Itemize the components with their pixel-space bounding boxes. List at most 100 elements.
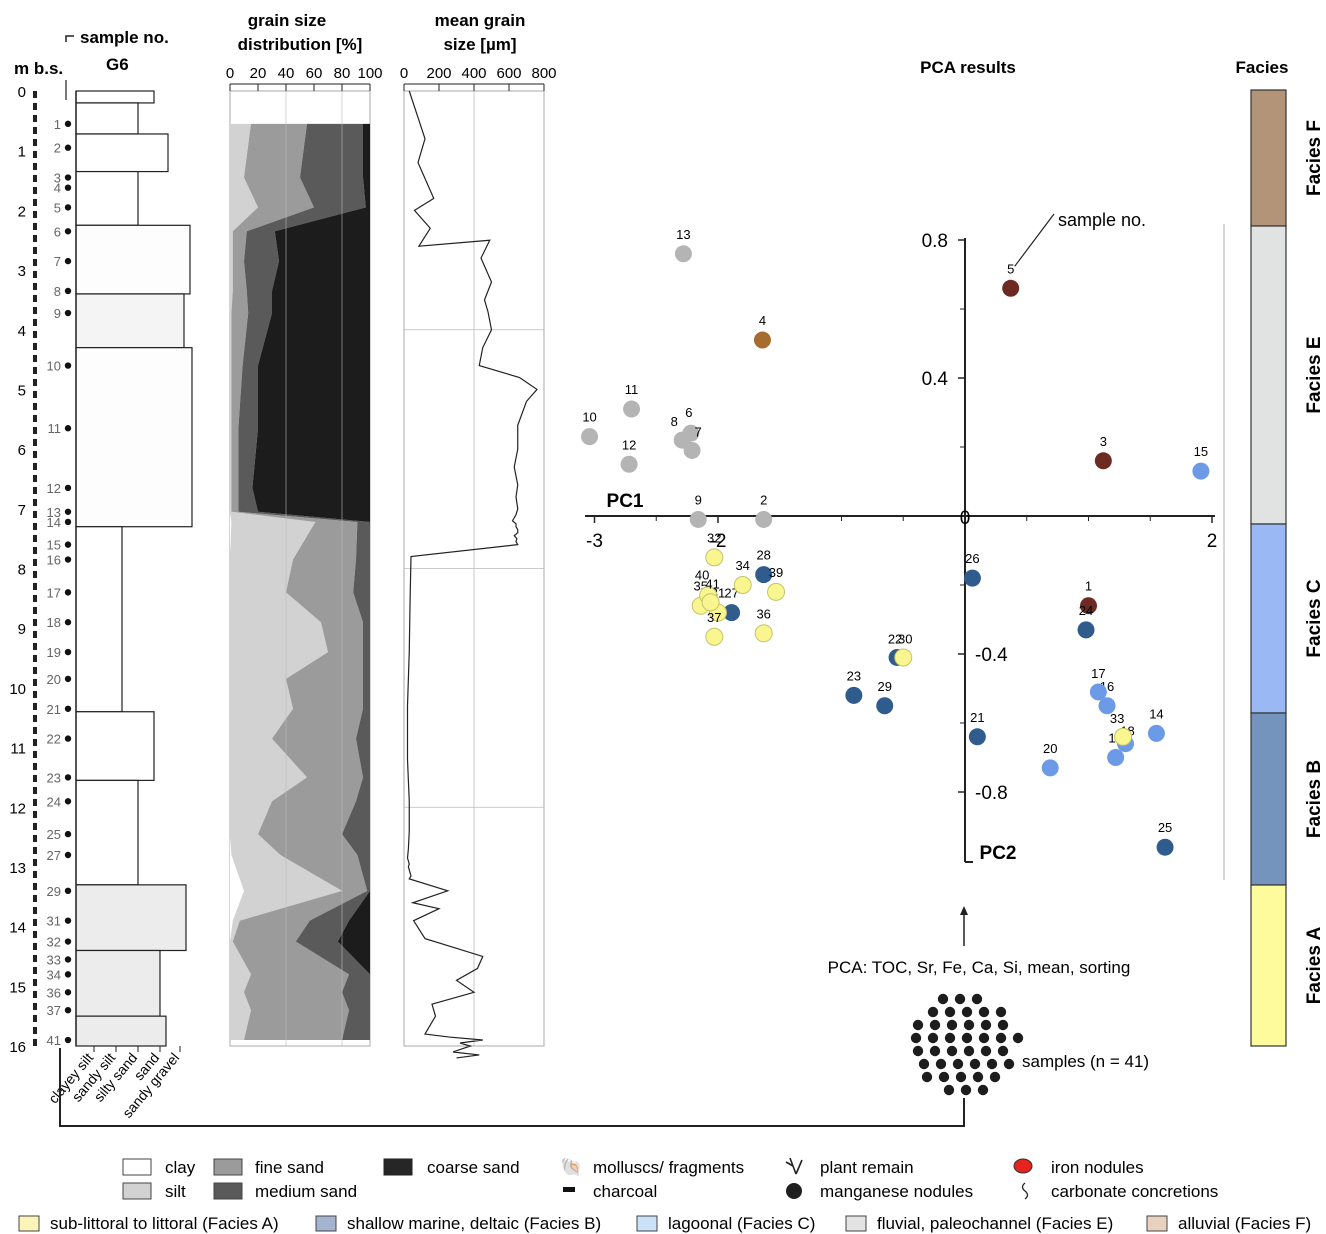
sample-cloud-dot-39 xyxy=(943,1084,955,1096)
mgs-tick-400: 400 xyxy=(461,65,486,82)
sample-cloud-dot-28 xyxy=(918,1058,930,1070)
sample-dot-7 xyxy=(64,257,72,265)
mean-grain-size-panel: mean grain size [µm] 0 200 400 600 800 xyxy=(400,11,557,1059)
sample-label-8: 8 xyxy=(54,284,61,299)
sample-dot-34 xyxy=(64,971,72,978)
legend-label-medium-sand: medium sand xyxy=(255,1182,357,1201)
sample-header: sample no. xyxy=(80,28,169,47)
pca-point-label-21: 21 xyxy=(970,710,984,725)
pca-point-label-32: 32 xyxy=(707,530,721,545)
pc2-tick--0.8: -0.8 xyxy=(975,783,1008,804)
pca-point-label-33: 33 xyxy=(1110,711,1124,726)
sample-dot-32 xyxy=(64,938,72,945)
pca-point-23 xyxy=(845,686,863,704)
manganese-nodule-icon xyxy=(786,1183,802,1199)
depth-tick-2: 2 xyxy=(18,203,26,220)
mgs-tick-600: 600 xyxy=(496,65,521,82)
sample-label-19: 19 xyxy=(47,645,61,660)
pca-variables-text: PCA: TOC, Sr, Fe, Ca, Si, mean, sorting xyxy=(828,958,1131,977)
pca-point-39 xyxy=(767,582,786,601)
legend-label-coarse-sand: coarse sand xyxy=(427,1158,520,1177)
pca-point-label-26: 26 xyxy=(965,551,979,566)
sample-header-bracket xyxy=(65,35,74,42)
annotation-leader xyxy=(1014,213,1055,267)
lithology-unit-7 xyxy=(75,347,193,528)
pca-point-12 xyxy=(620,455,638,473)
sample-label-18: 18 xyxy=(47,615,61,630)
sample-dot-24 xyxy=(64,798,72,805)
pca-point-1 xyxy=(1080,597,1097,615)
sample-dot-19 xyxy=(64,648,72,656)
mgs-title-line1: mean grain xyxy=(435,11,526,30)
sample-cloud-dot-30 xyxy=(952,1058,964,1070)
pca-point-label-24: 24 xyxy=(1079,603,1093,618)
sample-label-16: 16 xyxy=(47,553,61,568)
samples-count-text: samples (n = 41) xyxy=(1022,1052,1149,1071)
sample-cloud-dot-4 xyxy=(927,1006,939,1018)
pca-point-21 xyxy=(968,728,986,746)
sample-label-32: 32 xyxy=(47,935,61,950)
facies-label-C: Facies C xyxy=(1304,579,1325,657)
gsd-tick-80: 80 xyxy=(334,65,351,82)
pca-point-24 xyxy=(1077,621,1095,639)
sample-cloud-dot-7 xyxy=(978,1006,990,1018)
sample-label-10: 10 xyxy=(47,359,61,374)
pca-point-8 xyxy=(673,431,691,449)
depth-tick-6: 6 xyxy=(18,442,26,459)
legend: clay silt fine sand medium sand coarse s… xyxy=(18,1157,1311,1233)
pca-point-14 xyxy=(1147,724,1165,742)
pca-point-33 xyxy=(1114,727,1133,746)
sample-dot-3 xyxy=(64,174,72,181)
legend-label-clay: clay xyxy=(165,1158,196,1177)
pca-point-label-41: 41 xyxy=(705,576,719,591)
sample-label-36: 36 xyxy=(47,985,61,1000)
facies-label-B: Facies B xyxy=(1304,760,1325,838)
facies-legend-label-1: sub-littoral to littoral (Facies A) xyxy=(50,1214,279,1233)
facies-legend-label-2: shallow marine, deltaic (Facies B) xyxy=(347,1214,601,1233)
sample-dot-2 xyxy=(64,144,72,151)
pca-point-15 xyxy=(1192,462,1210,480)
pca-point-label-13: 13 xyxy=(676,227,690,242)
sample-cloud-dot-21 xyxy=(1012,1032,1024,1044)
sample-dot-6 xyxy=(64,228,72,235)
gsd-area-series xyxy=(230,91,370,1046)
legend-label-silt: silt xyxy=(165,1182,186,1201)
depth-tick-10: 10 xyxy=(9,681,26,698)
sample-cloud-dot-41 xyxy=(977,1084,989,1096)
sample-cloud-dot-35 xyxy=(938,1071,950,1083)
pc2-tick-0.4: 0.4 xyxy=(922,369,949,390)
mgs-title-line2: size [µm] xyxy=(443,35,516,54)
gsd-tick-100: 100 xyxy=(357,65,382,82)
sample-label-13: 13 xyxy=(47,505,61,520)
pca-point-label-5: 5 xyxy=(1007,261,1014,276)
depth-tick-7: 7 xyxy=(18,502,26,519)
pca-point-13 xyxy=(674,245,692,263)
sample-label-1: 1 xyxy=(54,117,61,132)
lithology-unit-2 xyxy=(75,102,139,135)
sample-label-7: 7 xyxy=(54,254,61,269)
workflow-connector xyxy=(59,1048,965,1127)
legend-label-iron: iron nodules xyxy=(1051,1158,1144,1177)
sample-cloud-dot-6 xyxy=(961,1006,973,1018)
sample-dot-22 xyxy=(64,735,72,742)
depth-tick-14: 14 xyxy=(9,920,26,937)
pca-point-label-37: 37 xyxy=(707,610,721,625)
pca-point-label-6: 6 xyxy=(685,405,692,420)
pca-point-label-36: 36 xyxy=(756,606,770,621)
pca-point-label-30: 30 xyxy=(898,631,912,646)
depth-axis-label: m b.s. xyxy=(14,59,63,78)
pca-point-label-12: 12 xyxy=(622,437,636,452)
depth-tick-12: 12 xyxy=(9,800,26,817)
sample-cloud-dot-32 xyxy=(986,1058,998,1070)
legend-label-fine-sand: fine sand xyxy=(255,1158,324,1177)
sample-cloud-dot-17 xyxy=(944,1032,956,1044)
pca-point-label-40: 40 xyxy=(695,567,709,582)
pca-point-label-15: 15 xyxy=(1194,444,1208,459)
mgs-line xyxy=(406,90,538,1059)
depth-tick-3: 3 xyxy=(18,263,26,280)
sample-label-23: 23 xyxy=(47,770,61,785)
facies-label-F: Facies F xyxy=(1304,120,1325,196)
gsd-title-line1: grain size xyxy=(248,11,326,30)
